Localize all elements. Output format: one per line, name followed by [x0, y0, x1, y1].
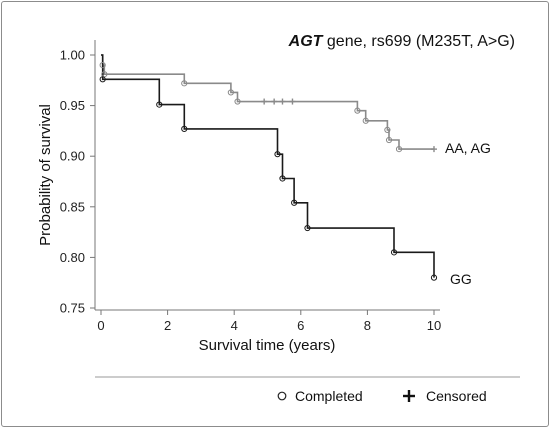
completed-legend-label: Completed — [295, 388, 363, 404]
series-line-aa-ag — [101, 54, 434, 150]
censored-marker-aa-ag — [431, 146, 437, 153]
y-tick-label: 0.90 — [60, 149, 85, 164]
x-tick-label: 10 — [427, 318, 441, 333]
completed-marker-gg — [304, 224, 311, 232]
completed-marker-aa-ag — [384, 126, 391, 133]
x-tick-label: 6 — [297, 318, 304, 333]
markers-group — [99, 62, 438, 281]
y-tick-label: 0.75 — [60, 301, 85, 316]
completed-marker-aa-ag — [227, 89, 234, 96]
completed-marker-gg — [430, 274, 438, 281]
y-axis-label: Probability of survival — [37, 104, 54, 246]
completed-marker-gg — [274, 151, 281, 158]
x-tick-label: 8 — [364, 318, 371, 333]
censored-marker-aa-ag — [261, 98, 268, 105]
x-tick-label: 2 — [164, 318, 171, 333]
series-label-gg: GG — [450, 271, 472, 287]
y-tick-label: 0.80 — [60, 250, 85, 265]
completed-marker-gg — [279, 175, 286, 182]
completed-marker-aa-ag — [99, 62, 106, 69]
censored-marker-aa-ag — [279, 98, 286, 105]
chart-title: AGT gene, rs699 (M235T, A>G) — [288, 33, 515, 50]
completed-marker-gg — [181, 125, 188, 132]
completed-marker-aa-ag — [234, 98, 241, 105]
completed-marker-aa-ag — [354, 107, 361, 114]
completed-marker-aa-ag — [385, 136, 393, 144]
ticks: 0 2 4 6 8 10 0.75 0.80 0.85 0.90 0.95 1.00 — [60, 48, 442, 334]
series-group — [101, 54, 435, 278]
completed-marker-aa-ag — [362, 117, 369, 124]
censored-marker-aa-ag — [271, 98, 278, 105]
completed-marker-aa-ag — [395, 146, 403, 153]
x-tick-label: 4 — [231, 318, 238, 333]
axes — [94, 40, 440, 311]
censored-legend-label: Censored — [426, 388, 487, 404]
y-tick-label: 1.00 — [60, 48, 85, 63]
completed-marker-gg — [156, 101, 163, 108]
x-axis-label: Survival time (years) — [199, 337, 336, 354]
completed-marker-aa-ag — [181, 80, 188, 87]
y-tick-label: 0.85 — [60, 199, 85, 214]
completed-marker-gg — [99, 76, 106, 83]
censored-legend-icon — [403, 390, 415, 402]
completed-marker-gg — [390, 249, 398, 256]
series-label-aa-ag: AA, AG — [445, 140, 491, 156]
x-tick-label: 0 — [97, 318, 104, 333]
completed-legend-icon — [277, 391, 287, 401]
series-line-gg — [101, 54, 435, 278]
completed-marker-gg — [291, 199, 298, 206]
censored-marker-aa-ag — [289, 98, 296, 105]
y-tick-label: 0.95 — [60, 98, 85, 113]
